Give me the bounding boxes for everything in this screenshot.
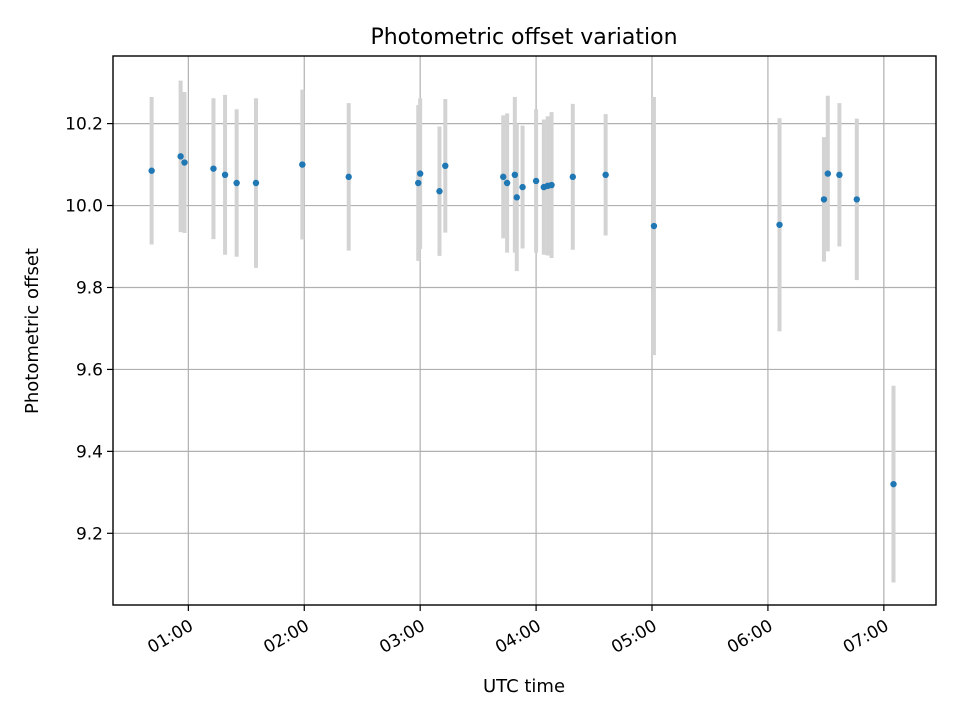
data-point — [210, 165, 217, 172]
plot-frame — [112, 55, 937, 606]
data-point — [513, 194, 520, 201]
y-tick-label: 9.2 — [76, 524, 103, 544]
data-point — [221, 171, 229, 179]
data-point — [836, 171, 843, 179]
chart-title: Photometric offset variation — [370, 25, 677, 50]
data-point — [602, 171, 609, 179]
data-point — [532, 177, 540, 185]
data-point — [820, 196, 828, 203]
y-axis: 9.2 9.4 9.6 9.8 10.0 10.2 — [65, 115, 113, 544]
x-tick-label: 07:00 — [840, 616, 892, 658]
data-point — [345, 173, 352, 181]
data-point — [442, 162, 449, 169]
point-layer — [148, 153, 897, 488]
data-point — [436, 188, 443, 195]
x-tick-label: 06:00 — [724, 616, 776, 658]
data-point — [519, 183, 526, 191]
y-tick-label: 10.2 — [65, 115, 103, 135]
data-point — [148, 167, 155, 174]
data-point — [415, 179, 422, 187]
data-point — [824, 170, 832, 177]
data-point — [890, 480, 897, 488]
x-axis-label: UTC time — [483, 676, 565, 697]
x-tick-label: 05:00 — [608, 616, 660, 658]
data-point — [500, 173, 507, 181]
x-tick-label: 02:00 — [260, 616, 312, 658]
data-point — [650, 222, 658, 230]
errorbar-layer — [149, 80, 896, 583]
data-point — [776, 221, 783, 228]
data-point — [252, 179, 260, 187]
data-point — [511, 171, 519, 179]
x-axis: 01:00 02:00 03:00 04:00 05:00 06:00 07:00 — [144, 605, 892, 658]
y-tick-label: 9.6 — [76, 360, 103, 380]
data-point — [177, 153, 184, 160]
data-point — [548, 181, 555, 189]
y-axis-label: Photometric offset — [22, 248, 43, 414]
data-point — [233, 179, 240, 187]
x-tick-label: 01:00 — [144, 616, 196, 658]
x-tick-label: 04:00 — [492, 616, 544, 658]
data-point — [569, 173, 576, 181]
data-point — [299, 161, 306, 168]
data-point — [853, 196, 860, 203]
data-point — [181, 159, 188, 166]
y-tick-label: 10.0 — [65, 197, 103, 217]
y-tick-label: 9.8 — [76, 278, 103, 298]
x-tick-label: 03:00 — [376, 616, 428, 658]
data-point — [416, 170, 424, 177]
data-point — [503, 179, 511, 187]
y-tick-label: 9.4 — [76, 442, 103, 462]
